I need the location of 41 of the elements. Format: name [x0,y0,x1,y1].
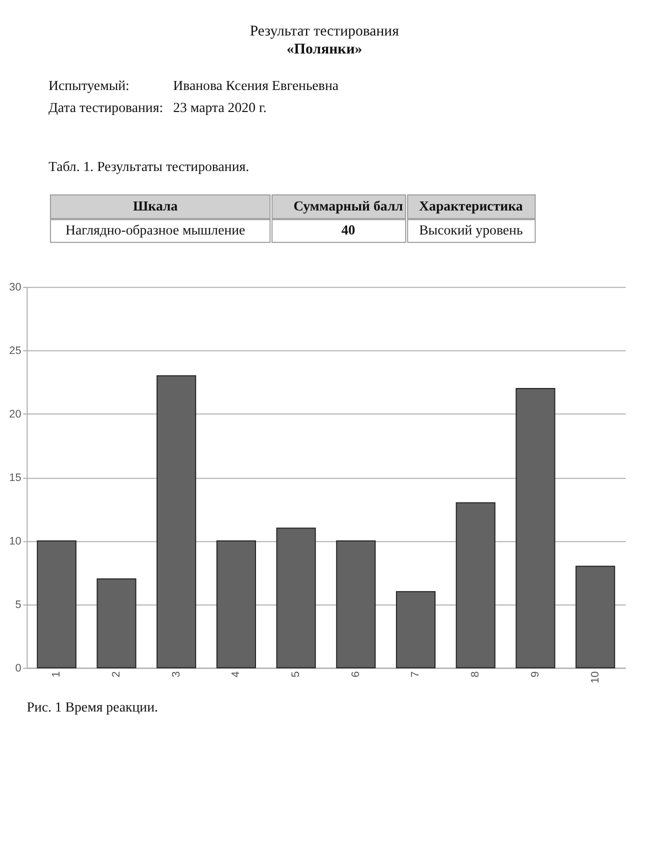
text: Дата тестирования: [48,100,164,115]
text: Высокий уровень [419,222,523,238]
y-tick-label: 20 [9,408,22,420]
bar [276,528,316,668]
chart-subtitle: «Полянки» [286,41,362,58]
x-tick-label: 2 [110,671,122,678]
text: Суммарный балл [293,198,404,214]
y-tick-label: 5 [15,598,22,611]
x-tick-label: 8 [470,671,482,678]
y-tick-label: 25 [9,344,22,357]
y-tick-label: 0 [15,662,22,674]
x-tick-label: 3 [170,671,182,678]
text: Шкала [132,198,178,214]
chart-title: Результат тестирования [250,24,400,40]
x-tick-label: 5 [290,671,302,678]
bar [36,540,76,668]
x-tick-label: 6 [350,671,362,678]
text: Рис. 1 Время реакции. [26,699,158,714]
bar [336,540,376,668]
text: Характеристика [419,198,523,214]
bar [576,566,616,668]
x-tick-label: 1 [50,671,63,678]
bar [156,375,196,668]
y-tick-label: 15 [9,472,22,484]
text: Наглядно-образное мышление [65,222,246,238]
bar [516,388,556,668]
x-tick-label: 7 [410,671,422,678]
bar [96,578,136,668]
text: Испытуемый: [48,78,130,94]
text: Табл. 1. Результаты тестирования. [48,159,250,174]
text: 40 [341,222,356,238]
y-tick-label: 10 [9,535,22,548]
bar [216,540,256,668]
x-tick-label: 10 [589,671,602,684]
x-tick-label: 9 [529,671,542,678]
bar [456,502,496,668]
text: 23 марта 2020 г. [173,100,267,115]
y-tick-label: 30 [9,281,22,294]
bar [396,591,436,668]
x-tick-label: 4 [230,671,242,678]
text: Иванова Ксения Евгеньевна [173,78,339,94]
